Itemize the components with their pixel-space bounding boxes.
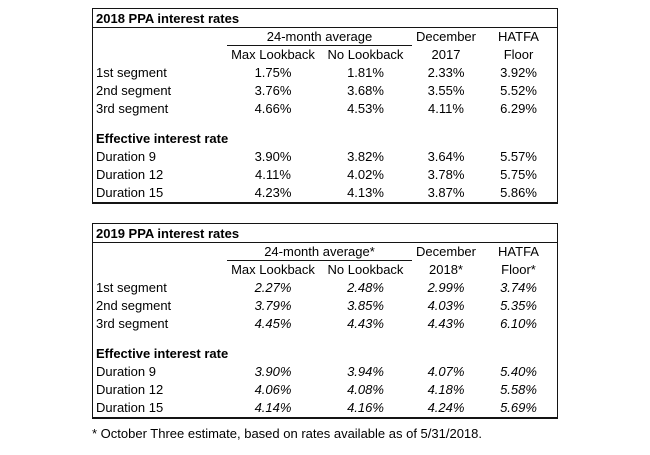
value-cell: 1.75% <box>254 65 292 80</box>
row-label: Duration 12 <box>96 382 164 397</box>
row-label: 2nd segment <box>96 298 172 313</box>
value-cell: 3.74% <box>500 280 537 295</box>
section-header-effective-interest-rate: Effective interest rate <box>96 346 229 361</box>
section-header-effective-interest-rate: Effective interest rate <box>96 131 229 146</box>
value-cell: 3.90% <box>254 364 292 379</box>
value-cell: 2.48% <box>347 280 384 295</box>
value-cell: 4.18% <box>427 382 465 397</box>
value-cell: 5.57% <box>500 149 537 164</box>
value-cell: 4.03% <box>427 298 465 313</box>
row-label: 1st segment <box>96 280 167 295</box>
value-cell: 4.07% <box>427 364 465 379</box>
value-cell: 5.75% <box>500 167 537 182</box>
empty-header-cell <box>93 46 227 64</box>
row-label: 3rd segment <box>96 316 169 331</box>
value-cell: 3.55% <box>427 83 465 98</box>
column-header-max-lookback: Max Lookback <box>231 262 315 277</box>
empty-header-cell <box>93 261 227 279</box>
value-cell: 4.66% <box>254 101 292 116</box>
group-header-24-month-average: 24-month average* <box>227 243 412 261</box>
value-cell: 4.45% <box>254 316 292 331</box>
value-cell: 5.35% <box>500 298 537 313</box>
value-cell: 3.76% <box>254 83 292 98</box>
value-cell: 4.02% <box>347 167 384 182</box>
value-cell: 3.79% <box>254 298 292 313</box>
column-header-max-lookback: Max Lookback <box>231 47 315 62</box>
column-header-year: 2018* <box>429 262 463 277</box>
column-header-floor: Floor* <box>501 262 536 277</box>
column-header-year: 2017 <box>431 47 461 62</box>
value-cell: 4.08% <box>347 382 384 397</box>
column-header-hatfa: HATFA <box>498 244 539 259</box>
value-cell: 4.23% <box>254 185 292 200</box>
value-cell: 5.86% <box>500 185 537 200</box>
value-cell: 3.82% <box>347 149 384 164</box>
row-label: 1st segment <box>96 65 167 80</box>
column-header-december: December <box>416 29 476 44</box>
value-cell: 4.43% <box>427 316 465 331</box>
value-cell: 3.92% <box>500 65 537 80</box>
value-cell: 5.52% <box>500 83 537 98</box>
row-label: Duration 9 <box>96 149 156 164</box>
group-header-24-month-average: 24-month average <box>227 28 412 46</box>
column-header-no-lookback: No Lookback <box>327 47 404 62</box>
value-cell: 5.58% <box>500 382 537 397</box>
value-cell: 4.11% <box>428 101 464 116</box>
value-cell: 5.69% <box>500 400 537 415</box>
table-grid-2019: 24-month average* December HATFA Max Loo… <box>93 243 557 417</box>
value-cell: 6.10% <box>500 316 537 331</box>
value-cell: 2.27% <box>254 280 292 295</box>
table-title-2018: 2018 PPA interest rates <box>93 9 557 28</box>
row-label: Duration 9 <box>96 364 156 379</box>
value-cell: 3.64% <box>427 149 465 164</box>
value-cell: 4.11% <box>255 167 291 182</box>
value-cell: 4.13% <box>347 185 384 200</box>
value-cell: 3.90% <box>254 149 292 164</box>
ppa-table-2018: 2018 PPA interest rates 24-month average… <box>92 8 558 204</box>
value-cell: 3.85% <box>347 298 384 313</box>
value-cell: 1.81% <box>347 65 384 80</box>
value-cell: 5.40% <box>500 364 537 379</box>
row-label: Duration 15 <box>96 185 164 200</box>
value-cell: 3.78% <box>427 167 465 182</box>
value-cell: 2.99% <box>427 280 465 295</box>
empty-header-cell <box>93 28 227 46</box>
value-cell: 4.53% <box>347 101 384 116</box>
value-cell: 4.24% <box>427 400 465 415</box>
column-header-floor: Floor <box>503 47 534 62</box>
column-header-no-lookback: No Lookback <box>327 262 404 277</box>
value-cell: 4.16% <box>347 400 384 415</box>
value-cell: 6.29% <box>500 101 537 116</box>
empty-header-cell <box>93 243 227 261</box>
row-label: Duration 12 <box>96 167 164 182</box>
footnote: * October Three estimate, based on rates… <box>92 426 482 441</box>
value-cell: 3.87% <box>427 185 465 200</box>
value-cell: 4.14% <box>254 400 292 415</box>
row-label: 3rd segment <box>96 101 169 116</box>
value-cell: 3.94% <box>347 364 384 379</box>
value-cell: 4.06% <box>254 382 292 397</box>
value-cell: 4.43% <box>347 316 384 331</box>
table-grid-2018: 24-month average December HATFA Max Look… <box>93 28 557 202</box>
spacer-row <box>93 118 557 130</box>
row-label: Duration 15 <box>96 400 164 415</box>
column-header-hatfa: HATFA <box>498 29 539 44</box>
ppa-table-2019: 2019 PPA interest rates 24-month average… <box>92 223 558 419</box>
value-cell: 3.68% <box>347 83 384 98</box>
table-title-2019: 2019 PPA interest rates <box>93 224 557 243</box>
row-label: 2nd segment <box>96 83 172 98</box>
column-header-december: December <box>416 244 476 259</box>
spacer-row <box>93 333 557 345</box>
value-cell: 2.33% <box>427 65 465 80</box>
